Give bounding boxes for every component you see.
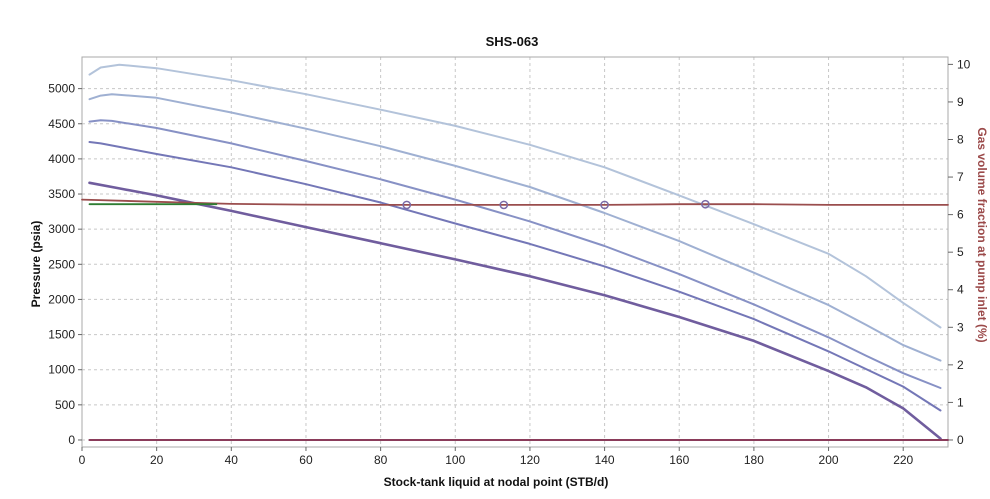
y-tick-label: 0 [68,433,75,447]
y-tick-label: 3500 [48,187,75,201]
y2-axis-title: Gas volume fraction at pump inlet (%) [975,127,989,342]
x-axis-title: Stock-tank liquid at nodal point (STB/d) [384,475,609,489]
operating-point-marker [402,200,412,210]
y2-tick-label: 3 [957,320,964,334]
x-tick-label: 20 [150,453,164,467]
y-tick-label: 2500 [48,257,75,271]
y2-tick-label: 2 [957,358,964,372]
y2-tick-label: 7 [957,170,964,184]
x-tick-label: 220 [893,453,913,467]
x-tick-label: 180 [744,453,764,467]
y-tick-label: 4500 [48,117,75,131]
y-axis-title: Pressure (psia) [29,221,43,308]
chart-title: SHS-063 [486,34,539,49]
x-tick-label: 120 [520,453,540,467]
x-tick-label: 60 [299,453,313,467]
operating-point-marker [701,199,710,209]
marker-layer [402,199,710,210]
axis-layer: 0 20 40 60 80 100 120 140 160 180 200 2200500100015… [48,57,970,467]
x-tick-label: 160 [669,453,689,467]
series-line-pump-curve-1 [88,63,942,329]
y-tick-label: 1000 [48,363,75,377]
x-tick-label: 200 [819,453,839,467]
series-line-outflow-line [81,198,949,206]
y-tick-label: 5000 [48,82,75,96]
series-line-inflow-curve [88,181,942,440]
y-tick-label: 4000 [48,152,75,166]
operating-point-marker [499,200,509,210]
y2-tick-label: 1 [957,395,964,409]
x-tick-label: 40 [225,453,239,467]
series-line-pump-curve-4 [88,141,942,412]
y2-tick-label: 6 [957,208,964,222]
operating-point-marker [600,200,609,210]
x-tick-label: 100 [445,453,465,467]
y2-tick-label: 4 [957,283,964,297]
x-tick-label: 80 [374,453,388,467]
x-tick-label: 0 [79,453,86,467]
x-tick-label: 140 [595,453,615,467]
y2-tick-label: 5 [957,245,964,259]
series-line-pump-curve-3 [88,119,942,389]
y2-tick-label: 8 [957,132,964,146]
y2-tick-label: 9 [957,95,964,109]
y-tick-label: 1500 [48,328,75,342]
y-tick-label: 500 [55,398,75,412]
y2-tick-label: 10 [957,57,971,71]
series-line-pump-curve-2 [88,93,942,362]
series-layer [81,63,949,441]
y-tick-label: 3000 [48,222,75,236]
y-tick-label: 2000 [48,292,75,306]
grid-layer [81,57,948,447]
y2-tick-label: 0 [957,433,964,447]
